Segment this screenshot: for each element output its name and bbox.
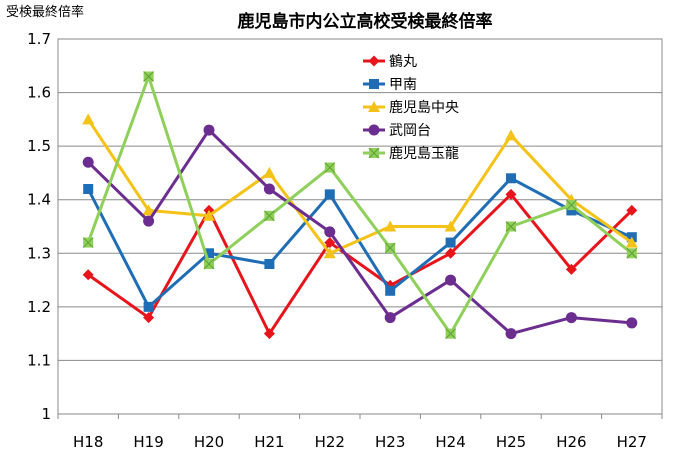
legend-label: 鹿児島中央 — [389, 99, 459, 116]
legend-marker — [368, 147, 380, 159]
series-3 — [82, 113, 638, 259]
x-tick-label: H20 — [194, 433, 224, 451]
data-point — [324, 189, 335, 200]
series-line — [87, 192, 633, 336]
data-point — [82, 269, 94, 281]
data-point — [264, 210, 275, 222]
data-point — [263, 166, 276, 178]
x-tick-label: H18 — [73, 433, 103, 451]
y-tick-label: 1.6 — [27, 84, 51, 102]
y-tick-label: 1.1 — [27, 351, 51, 369]
data-point — [204, 248, 214, 259]
data-point — [445, 237, 456, 248]
legend-marker — [368, 55, 380, 67]
data-point — [203, 258, 215, 270]
x-tick-label: H27 — [617, 433, 647, 451]
series-line — [86, 176, 633, 309]
legend-label: 鶴丸 — [389, 53, 417, 70]
legend-entry: 鶴丸 — [363, 53, 417, 70]
data-point — [384, 312, 396, 324]
series-line — [86, 118, 633, 255]
x-tick-label: H25 — [496, 433, 526, 451]
chart-title: 鹿児島市内公立高校受検最終倍率 — [238, 11, 493, 32]
data-point — [505, 328, 517, 340]
y-tick-label: 1.7 — [27, 30, 51, 48]
data-point — [565, 312, 577, 324]
data-point — [143, 71, 154, 82]
data-point — [82, 237, 94, 248]
y-tick-label: 1.3 — [27, 244, 51, 262]
data-point — [445, 274, 457, 286]
legend-label: 武岡台 — [389, 123, 431, 139]
data-point — [264, 259, 275, 269]
data-point — [323, 247, 336, 259]
x-tick-label: H21 — [254, 433, 284, 451]
data-point — [445, 247, 457, 259]
data-point — [384, 220, 397, 232]
axis-layer: 1 1.1 1.2 1.3 1.4 1.5 1.6 1.7 H18 H19 H20 H21 H22 H23… — [27, 30, 663, 451]
data-point — [203, 124, 215, 136]
legend-entry: 武岡台 — [363, 123, 431, 139]
data-point — [626, 204, 638, 216]
data-point — [565, 263, 577, 275]
legend-entry: 鹿児島中央 — [363, 99, 459, 116]
data-point — [505, 188, 517, 200]
series-line — [87, 128, 632, 336]
data-point — [626, 317, 638, 329]
data-point — [324, 237, 336, 249]
data-point — [263, 183, 275, 195]
legend-label: 鹿児島玉龍 — [389, 145, 459, 162]
x-tick-label: H23 — [375, 433, 405, 451]
data-point — [143, 312, 155, 324]
data-point — [445, 328, 456, 339]
legend-marker — [369, 79, 379, 89]
legend-entry: 鹿児島玉龍 — [363, 145, 459, 162]
data-point — [566, 205, 577, 216]
data-point — [506, 173, 516, 184]
legend-marker — [368, 101, 380, 112]
data-point — [625, 236, 638, 248]
data-point — [82, 156, 94, 168]
data-point — [505, 129, 517, 141]
x-tick-label: H19 — [133, 433, 163, 451]
data-point — [263, 328, 275, 340]
x-tick-label: H22 — [315, 433, 345, 451]
x-tick-label: H24 — [435, 433, 465, 451]
data-point — [626, 247, 638, 259]
series-line — [86, 75, 633, 336]
data-point — [142, 204, 155, 216]
series-4 — [82, 124, 638, 340]
data-point — [505, 221, 517, 232]
legend-marker — [368, 124, 380, 136]
data-point — [324, 226, 336, 238]
data-point — [444, 220, 457, 232]
series-layer — [82, 71, 638, 340]
data-point — [385, 285, 396, 296]
data-point — [566, 199, 577, 211]
y-tick-label: 1.4 — [27, 191, 51, 209]
y-tick-label: 1 — [41, 405, 51, 423]
data-point — [203, 209, 215, 221]
data-point — [384, 242, 396, 254]
legend-label: 甲南 — [389, 77, 417, 93]
y-tick-label: 1.2 — [27, 298, 51, 316]
data-point — [82, 113, 95, 125]
data-point — [143, 301, 154, 312]
data-point — [143, 215, 155, 227]
y-tick-label: 1.5 — [27, 137, 51, 155]
legend-entry: 甲南 — [363, 77, 417, 93]
x-tick-label: H26 — [556, 433, 586, 451]
y-axis-label: 受検最終倍率 — [6, 4, 84, 20]
series-1 — [82, 188, 638, 340]
data-point — [83, 184, 94, 194]
series-5 — [82, 71, 638, 339]
data-point — [324, 162, 336, 173]
